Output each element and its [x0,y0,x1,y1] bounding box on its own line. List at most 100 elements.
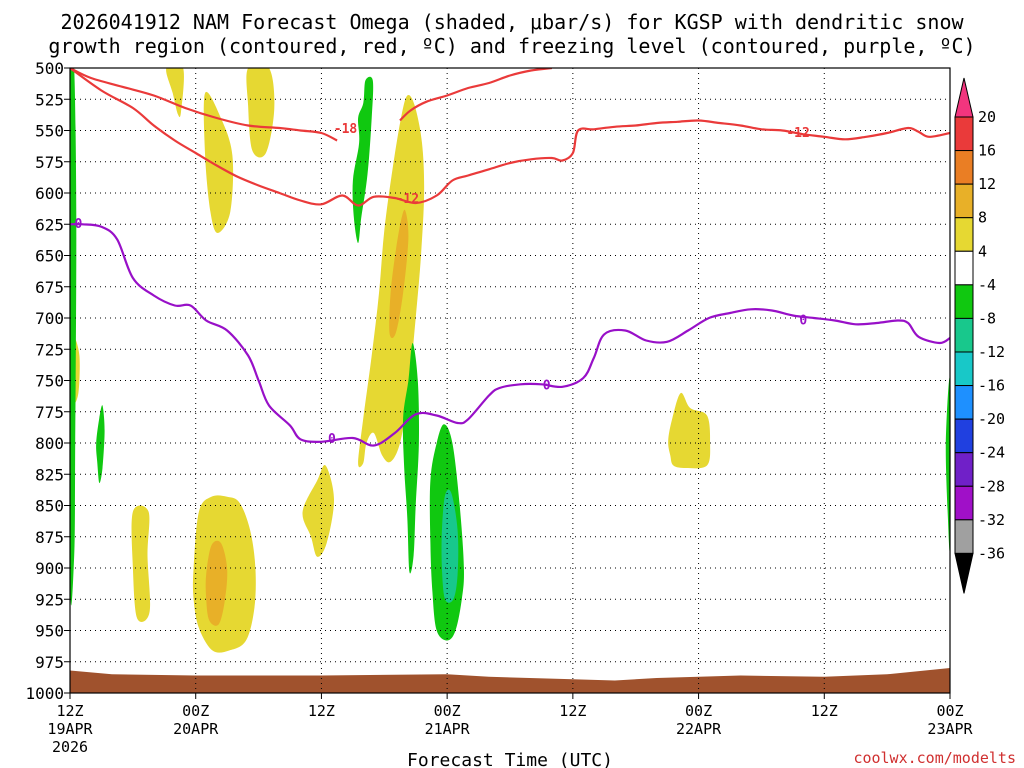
y-tick-label-850: 850 [35,497,64,516]
colorbar-segment-7 [954,351,974,387]
colorbar-label-9: -20 [978,410,1005,428]
colorbar-label-6: -8 [978,309,996,327]
colorbar-label-10: -24 [978,444,1005,462]
colorbar-label-5: -4 [978,276,996,294]
contour-label-4: 0 [328,432,336,447]
upward-4-8-area-0 [166,68,184,118]
terrain-fill [70,668,950,693]
y-tick-label-950: 950 [35,622,64,641]
x-tick-label-84: 00Z [936,702,963,720]
contour-label-0: -18 [334,122,358,137]
colorbar: 20 16 12 8 4 -4 -8 -12 -16 -20 -24 -28 -32 -36 [954,77,1005,594]
colorbar-label-4: 4 [978,242,987,260]
colorbar-segment-8 [954,385,974,420]
y-tick-label-875: 875 [35,528,64,547]
y-tick-label-500: 500 [35,59,64,78]
colorbar-label-12: -32 [978,511,1005,529]
upward-4-8-area-1 [246,68,275,158]
x-tick-date-0: 19APR [47,720,93,738]
y-tick-label-550: 550 [35,122,64,141]
y-tick-label-825: 825 [35,465,64,484]
y-tick-label-700: 700 [35,309,64,328]
downward-8-12-area-0 [441,489,459,603]
colorbar-label-1: 16 [978,142,996,160]
downward-4-8-area-1 [96,405,105,484]
y-tick-label-675: 675 [35,278,64,297]
upward-4-8-area-2 [203,91,234,233]
contour-label-5: 0 [543,378,551,393]
upward-8-12-b-area-0 [205,540,228,626]
x-tick-label-36: 00Z [434,702,461,720]
contour-lines [70,68,950,447]
contour-labels: -18 -12 -12 0 0 0 0 [74,122,809,447]
downward-4-8-area-2 [352,76,374,244]
upward-4-8-area-3 [358,94,425,468]
contour-dgz-minus18 [70,68,338,142]
chart-title-line1: 2026041912 NAM Forecast Omega (shaded, μ… [60,10,964,34]
y-tick-label-900: 900 [35,559,64,578]
colorbar-segment-10 [954,452,974,487]
colorbar-label-3: 8 [978,209,987,227]
colorbar-bottom-arrow [954,552,974,594]
contour-label-2: -12 [786,126,809,141]
contour-label-1: -12 [396,192,419,207]
colorbar-segment-4 [954,250,974,286]
chart-title-line2: growth region (contoured, red, ºC) and f… [48,34,975,58]
x-tick-label-24: 12Z [308,702,335,720]
colorbar-segment-2 [954,183,974,219]
y-axis-ticks: 500 525 550 575 600 625 650 675 700 725 750 775 800 8… [25,59,70,703]
y-tick-label-575: 575 [35,153,64,172]
colorbar-top-arrow [954,77,974,118]
colorbar-label-2: 12 [978,175,996,193]
y-tick-label-1000: 1000 [25,684,64,703]
y-tick-label-600: 600 [35,184,64,203]
contour-dgz-minus18-upper [399,68,553,122]
downward-4-8-area-0 [70,68,77,606]
x-tick-date-60: 22APR [676,720,722,738]
y-tick-label-975: 975 [35,653,64,672]
y-tick-label-800: 800 [35,434,64,453]
colorbar-segment-12 [954,519,974,554]
x-tick-label-12: 00Z [182,702,209,720]
y-tick-label-650: 650 [35,247,64,266]
contour-label-3: 0 [74,217,82,232]
x-axis-label: Forecast Time (UTC) [407,750,613,768]
grid [70,68,950,693]
x-tick-label-48: 12Z [559,702,586,720]
y-tick-label-750: 750 [35,372,64,391]
upward-8-12-area-0 [389,209,409,339]
contour-freezing-level [70,222,950,447]
colorbar-segment-11 [954,485,974,521]
terrain-area [70,668,950,693]
colorbar-label-7: -12 [978,343,1005,361]
contour-label-6: 0 [799,313,807,328]
downward-4-8-right-area-0 [945,377,950,552]
colorbar-label-0: 20 [978,108,996,126]
colorbar-label-11: -28 [978,477,1005,495]
y-tick-label-725: 725 [35,340,64,359]
x-tick-label-60: 00Z [685,702,712,720]
x-tick-label-0: 12Z [56,702,83,720]
colorbar-segment-9 [954,418,974,454]
colorbar-segment-0 [954,116,974,152]
colorbar-segment-5 [954,284,974,319]
y-tick-label-775: 775 [35,403,64,422]
colorbar-label-13: -36 [978,544,1005,562]
x-tick-label-72: 12Z [811,702,838,720]
upward-4-8-b-area-2 [302,464,335,557]
x-tick-date-84: 23APR [927,720,973,738]
y-tick-label-525: 525 [35,90,64,109]
upward-4-8-b-area-1 [131,505,151,622]
omega-shading [70,68,950,653]
credit-text: coolwx.com/modelts [853,749,1016,767]
y-tick-label-925: 925 [35,590,64,609]
contour-dgz-minus12 [70,68,950,207]
downward-4-8-area-3 [402,343,420,574]
x-tick-date-12: 20APR [173,720,219,738]
x-tick-year-0: 2026 [52,738,88,756]
upward-4-8-b-area-4 [668,392,711,469]
colorbar-segment-1 [954,150,974,185]
